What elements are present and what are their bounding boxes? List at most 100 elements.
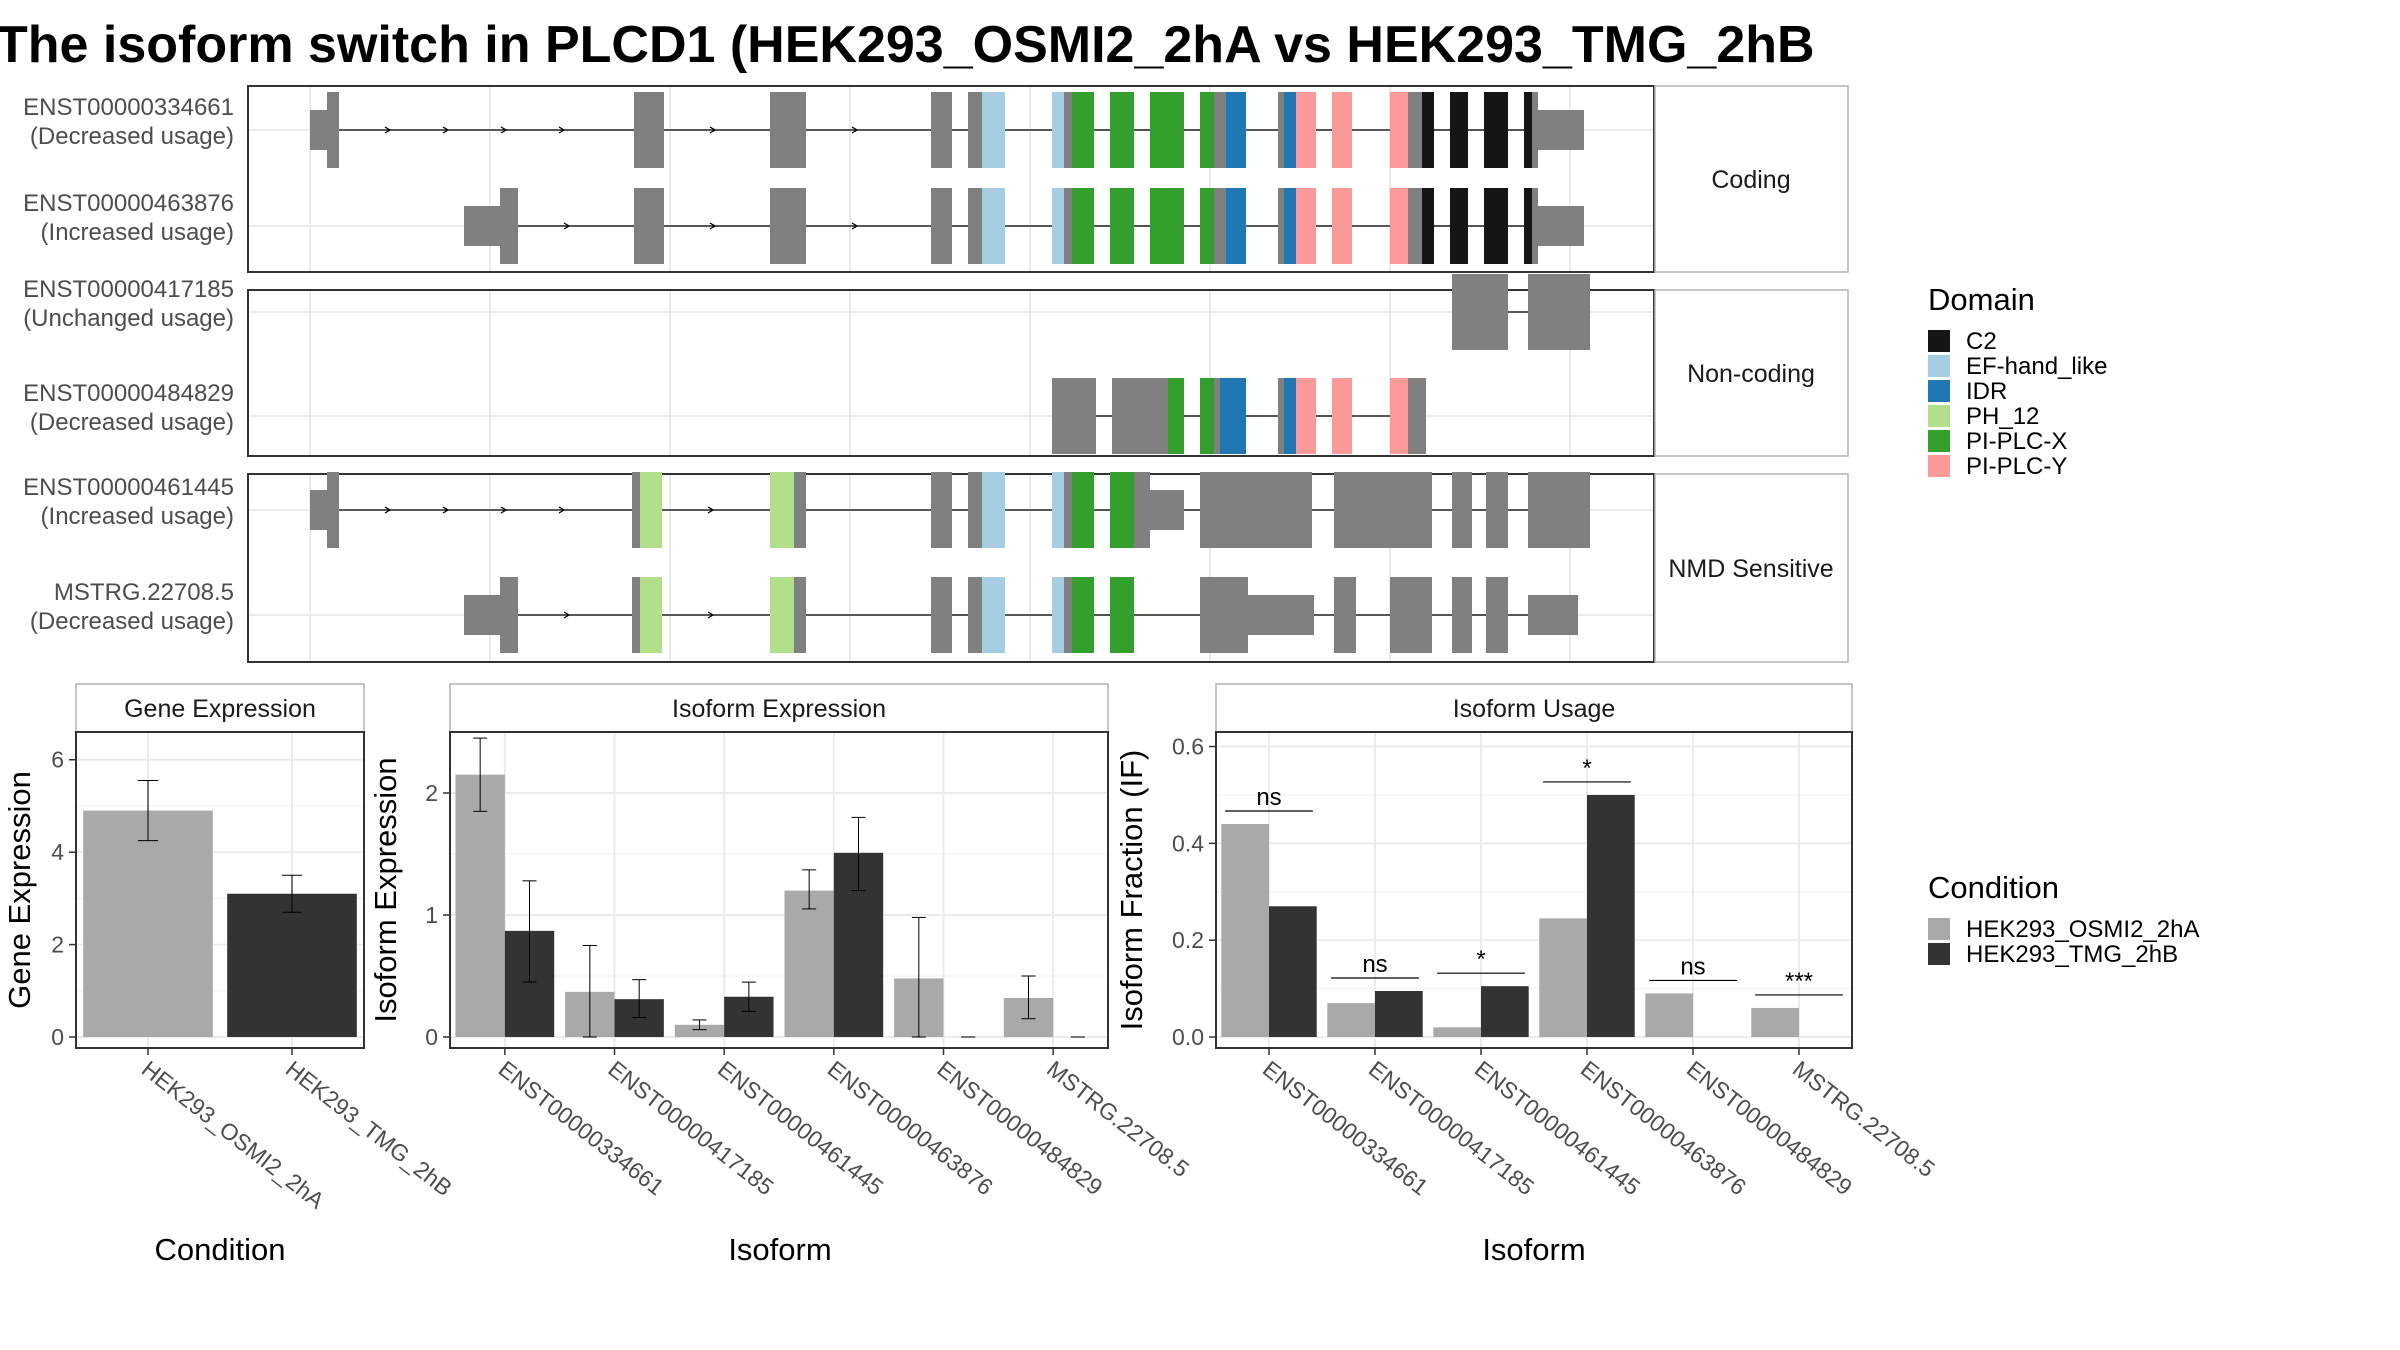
intron-direction-arrow bbox=[851, 222, 859, 230]
exon bbox=[1214, 92, 1226, 168]
domain-legend-swatch bbox=[1928, 430, 1950, 452]
domain-legend-swatch bbox=[1928, 330, 1950, 352]
domain-exon-pi-plc-y bbox=[1390, 92, 1408, 168]
domain-exon-pi-plc-y bbox=[1390, 378, 1408, 454]
y-axis-title: Isoform Fraction (IF) bbox=[1114, 750, 1149, 1031]
domain-exon-idr bbox=[1284, 92, 1296, 168]
y-tick-label: 0.4 bbox=[1172, 830, 1204, 856]
domain-legend-swatch bbox=[1928, 355, 1950, 377]
intron-direction-arrow bbox=[709, 126, 717, 134]
domain-exon-idr bbox=[1284, 378, 1296, 454]
condition-legend-label: HEK293_OSMI2_2hA bbox=[1966, 916, 2199, 943]
significance-label: ns bbox=[1256, 784, 1281, 811]
intron-direction-arrow bbox=[558, 506, 566, 514]
bar bbox=[1327, 1003, 1375, 1037]
intron-direction-arrow bbox=[500, 506, 508, 514]
bar bbox=[227, 893, 357, 1037]
domain-exon-pi-plc-x bbox=[1110, 577, 1134, 653]
y-tick-label: 6 bbox=[51, 747, 64, 773]
domain-exon-c2 bbox=[1524, 92, 1532, 168]
exon bbox=[1334, 472, 1432, 548]
intron-direction-arrow bbox=[558, 126, 566, 134]
domain-exon-ef-hand_like bbox=[1052, 472, 1064, 548]
transcript-usage-label: (Increased usage) bbox=[41, 219, 234, 246]
exon bbox=[931, 472, 952, 548]
domain-exon-pi-plc-x bbox=[1150, 188, 1184, 264]
y-tick-label: 0.0 bbox=[1172, 1024, 1204, 1050]
transcript-usage-label: (Decreased usage) bbox=[30, 608, 234, 635]
intron-direction-arrow bbox=[707, 611, 715, 619]
domain-exon-pi-plc-x bbox=[1110, 92, 1134, 168]
exon bbox=[1064, 92, 1072, 168]
domain-exon-pi-plc-x bbox=[1072, 472, 1094, 548]
domain-exon-ph_12 bbox=[770, 472, 794, 548]
domain-exon-idr bbox=[1284, 188, 1296, 264]
intron-direction-arrow bbox=[851, 126, 859, 134]
bar bbox=[1375, 991, 1423, 1037]
domain-exon-pi-plc-x bbox=[1200, 378, 1214, 454]
domain-legend-swatch bbox=[1928, 380, 1950, 402]
transcript-id-label: ENST00000484829 bbox=[23, 380, 234, 407]
domain-legend-label: C2 bbox=[1966, 328, 1997, 355]
domain-exon-ef-hand_like bbox=[1052, 577, 1064, 653]
panel-strip-label: Coding bbox=[1711, 166, 1790, 194]
plot-background bbox=[1216, 732, 1852, 1048]
exon bbox=[1064, 577, 1072, 653]
panel-background bbox=[248, 290, 1654, 456]
chart-1: Gene Expression0246HEK293_OSMI2_2hAHEK29… bbox=[2, 683, 457, 1267]
exon bbox=[500, 188, 518, 264]
domain-exon-idr bbox=[1226, 92, 1246, 168]
utr-exon bbox=[1538, 206, 1584, 246]
exon bbox=[1390, 577, 1432, 653]
x-axis-title: Condition bbox=[155, 1232, 286, 1267]
domain-exon-pi-plc-x bbox=[1168, 378, 1184, 454]
utr-exon bbox=[1150, 490, 1184, 530]
domain-exon-c2 bbox=[1422, 188, 1434, 264]
y-tick-label: 0.6 bbox=[1172, 734, 1204, 760]
transcript-id-label: ENST00000417185 bbox=[23, 276, 234, 303]
significance-label: *** bbox=[1785, 968, 1813, 995]
domain-legend-label: PH_12 bbox=[1966, 403, 2039, 430]
bar bbox=[1539, 918, 1587, 1037]
domain-exon-c2 bbox=[1524, 188, 1532, 264]
exon bbox=[1452, 577, 1472, 653]
exon bbox=[1208, 577, 1248, 653]
exon bbox=[1408, 378, 1426, 454]
domain-exon-ph_12 bbox=[640, 577, 662, 653]
exon bbox=[794, 472, 806, 548]
domain-exon-c2 bbox=[1484, 92, 1508, 168]
domain-exon-pi-plc-x bbox=[1110, 188, 1134, 264]
domain-exon-pi-plc-x bbox=[1150, 92, 1184, 168]
panel-border bbox=[247, 85, 1655, 273]
domain-exon-pi-plc-x bbox=[1072, 188, 1094, 264]
domain-legend-title: Domain bbox=[1928, 282, 2035, 317]
domain-exon-pi-plc-x bbox=[1200, 92, 1214, 168]
condition-legend-title: Condition bbox=[1928, 870, 2059, 905]
plot-background bbox=[450, 732, 1108, 1048]
exon bbox=[1214, 378, 1220, 454]
exon bbox=[931, 188, 952, 264]
exon bbox=[1532, 92, 1538, 168]
transcript-id-label: ENST00000461445 bbox=[23, 474, 234, 501]
domain-legend: Domain C2EF-hand_likeIDRPH_12PI-PLC-XPI-P… bbox=[1928, 282, 2107, 480]
bar bbox=[1645, 993, 1693, 1037]
bar bbox=[1269, 906, 1317, 1037]
intron-direction-arrow bbox=[384, 126, 392, 134]
utr-exon bbox=[464, 595, 500, 635]
exon bbox=[968, 188, 982, 264]
domain-exon-ef-hand_like bbox=[1052, 92, 1064, 168]
domain-exon-pi-plc-y bbox=[1332, 188, 1352, 264]
panel-border bbox=[247, 289, 1655, 457]
chart-title: Isoform Expression bbox=[672, 695, 886, 723]
exon bbox=[1278, 92, 1284, 168]
x-axis-title: Isoform bbox=[1482, 1232, 1585, 1267]
transcript-usage-label: (Decreased usage) bbox=[30, 123, 234, 150]
significance-label: ns bbox=[1362, 951, 1387, 978]
intron-direction-arrow bbox=[442, 506, 450, 514]
transcript-id-label: ENST00000334661 bbox=[23, 94, 234, 121]
intron-direction-arrow bbox=[384, 506, 392, 514]
exon bbox=[1408, 188, 1422, 264]
utr-exon bbox=[464, 206, 500, 246]
domain-exon-pi-plc-x bbox=[1110, 472, 1134, 548]
